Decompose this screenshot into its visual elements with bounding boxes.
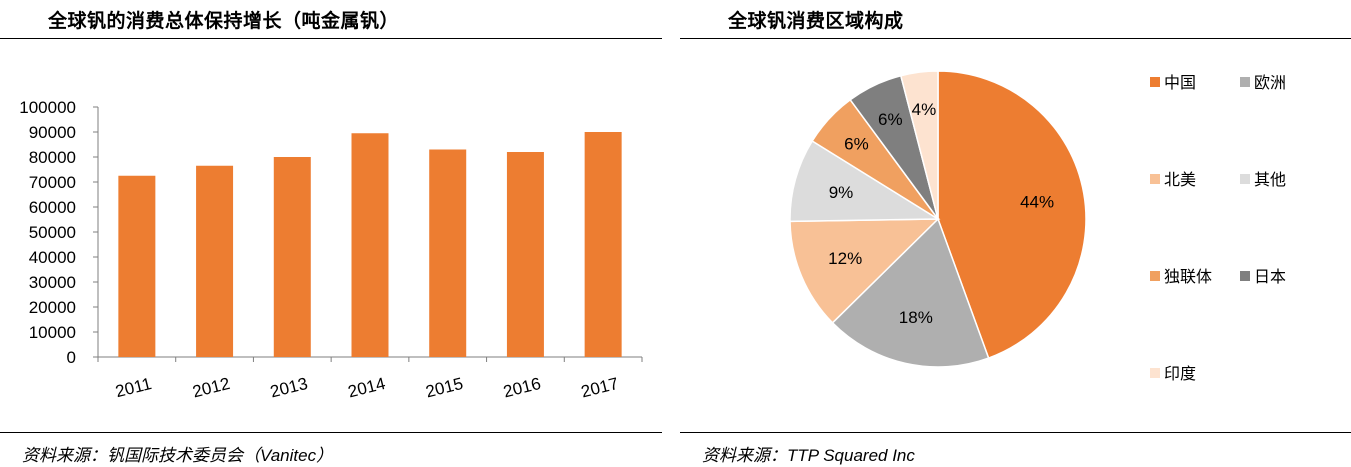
y-tick-label: 10000	[29, 323, 76, 342]
bar-chart-top-rule	[0, 38, 662, 39]
pie-value-label: 6%	[878, 110, 903, 129]
legend-label: 印度	[1164, 365, 1196, 383]
x-tick-label: 2016	[501, 374, 542, 402]
pie-chart-panel: 全球钒消费区域构成 44% 18% 12% 9% 6% 6% 4% 中国 欧洲北美 其他独联体 日本…	[680, 0, 1351, 467]
legend-label: 中国	[1164, 74, 1196, 92]
pie-slice-3	[789, 218, 940, 324]
bar-2017	[584, 132, 622, 357]
bar-2016	[506, 152, 544, 357]
legend-label: 日本	[1254, 268, 1286, 286]
y-tick-label: 40000	[29, 248, 76, 267]
legend-swatch	[1150, 174, 1160, 184]
legend-label: 其他	[1254, 171, 1286, 189]
bar-2013	[273, 157, 311, 357]
bar-2012	[196, 165, 234, 357]
bar-2011	[118, 175, 156, 357]
pie-slice-1	[937, 70, 1087, 360]
legend-swatch	[1240, 174, 1250, 184]
pie-value-label: 44%	[1020, 193, 1054, 212]
y-tick-label: 70000	[29, 173, 76, 192]
bar-2015	[429, 149, 467, 357]
x-tick-label: 2014	[346, 374, 387, 402]
bar-chart-panel: 全球钒的消费总体保持增长（吨金属钒） 0 10000 20000 30000 40000…	[0, 0, 670, 467]
bar-2014	[351, 133, 389, 357]
y-tick-label: 100000	[19, 98, 76, 117]
x-tick-label: 2013	[268, 374, 309, 402]
pie-slice-2	[831, 217, 990, 368]
pie-slice-4	[789, 139, 941, 223]
pie-chart-title: 全球钒消费区域构成	[728, 11, 904, 32]
legend-swatch	[1240, 77, 1250, 87]
legend-swatch	[1150, 368, 1160, 378]
pie-chart-source: 资料来源：TTP Squared Inc	[702, 446, 915, 465]
x-tick-label: 2012	[191, 374, 232, 402]
legend-swatch	[1150, 271, 1160, 281]
y-tick-label: 30000	[29, 273, 76, 292]
bar-chart-bottom-rule	[0, 432, 662, 433]
pie-value-label: 4%	[912, 100, 937, 119]
y-tick-label: 90000	[29, 123, 76, 142]
legend-swatch	[1150, 77, 1160, 87]
pie-value-label: 18%	[899, 308, 933, 327]
pie-slice-7	[899, 70, 939, 220]
bar-chart: 0 10000 20000 30000 40000 50000 60000 70000 8000…	[19, 98, 643, 402]
pie-chart-bottom-rule	[680, 432, 1351, 433]
y-tick-label: 80000	[29, 148, 76, 167]
pie-value-label: 12%	[828, 249, 862, 268]
pie-chart-top-rule	[680, 38, 1351, 39]
legend-label: 独联体	[1164, 268, 1212, 286]
y-tick-label: 0	[67, 348, 76, 367]
bar-chart-source: 资料来源：钒国际技术委员会（Vanitec）	[22, 446, 334, 465]
x-tick-label: 2017	[579, 374, 620, 402]
bar-chart-title: 全球钒的消费总体保持增长（吨金属钒）	[48, 11, 400, 32]
legend-swatch	[1240, 271, 1250, 281]
y-tick-label: 50000	[29, 223, 76, 242]
y-tick-label: 20000	[29, 298, 76, 317]
x-tick-label: 2015	[424, 374, 465, 402]
legend-label: 欧洲	[1254, 74, 1286, 92]
y-tick-label: 60000	[29, 198, 76, 217]
pie-value-label: 9%	[829, 183, 854, 202]
x-tick-label: 2011	[113, 374, 153, 401]
legend-label: 北美	[1164, 171, 1196, 189]
pie-value-label: 6%	[844, 135, 869, 154]
